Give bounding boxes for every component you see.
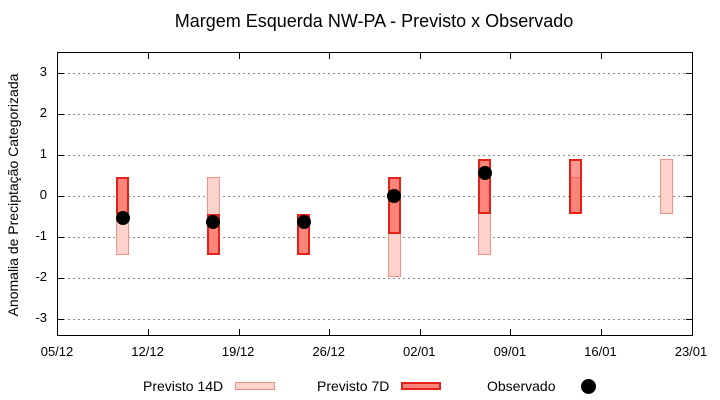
tick-mark-y-right	[686, 72, 692, 74]
tick-mark-x-top	[600, 53, 602, 59]
tick-mark-x-bottom	[600, 329, 602, 335]
legend-item-previsto-7d: Previsto 7D	[317, 376, 442, 396]
tick-mark-y-right	[686, 113, 692, 115]
plot-area	[57, 52, 693, 336]
chart-title: Margem Esquerda NW-PA - Previsto x Obser…	[174, 11, 574, 31]
observado-dot	[296, 215, 311, 230]
legend-label-observado: Observado	[487, 378, 556, 394]
tick-mark-x-top	[238, 53, 240, 59]
legend-swatch-previsto-7d	[401, 382, 442, 390]
tick-mark-y-right	[686, 236, 692, 238]
gridline	[58, 154, 692, 156]
tick-mark-x-bottom	[148, 329, 150, 335]
legend-item-observado: Observado	[487, 376, 597, 396]
x-tick-label: 19/12	[221, 344, 255, 359]
tick-mark-x-bottom	[510, 329, 512, 335]
tick-mark-x-bottom	[419, 329, 421, 335]
tick-mark-y-right	[686, 277, 692, 279]
tick-mark-y-right	[686, 154, 692, 156]
gridline	[58, 277, 692, 279]
x-tick-label: 12/12	[131, 344, 164, 359]
y-tick-label: 2	[39, 104, 47, 120]
observado-dot	[387, 188, 402, 203]
gridline	[58, 72, 692, 74]
legend-dot-observado	[581, 378, 597, 394]
y-tick-label: 1	[39, 145, 47, 161]
y-tick-label: -2	[35, 268, 47, 284]
x-tick-label: 02/01	[403, 344, 436, 359]
gridline	[58, 195, 692, 197]
legend-label-previsto-7d: Previsto 7D	[317, 378, 390, 394]
tick-mark-y-left	[58, 154, 64, 156]
x-tick-label: 16/01	[584, 344, 617, 359]
tick-mark-y-right	[686, 195, 692, 197]
x-tick-label: 05/12	[40, 344, 74, 359]
y-tick-label: 0	[39, 186, 47, 202]
tick-mark-x-top	[329, 53, 331, 59]
tick-mark-x-bottom	[238, 329, 240, 335]
gridline	[58, 113, 692, 115]
tick-mark-y-left	[58, 318, 64, 320]
y-tick-label: -1	[35, 227, 47, 243]
tick-mark-y-left	[58, 195, 64, 197]
bar-previsto-7d	[387, 177, 401, 235]
x-tick-label: 23/01	[674, 344, 708, 359]
observado-dot	[477, 165, 492, 180]
observado-dot	[206, 215, 221, 230]
tick-mark-y-left	[58, 277, 64, 279]
observado-dot	[115, 211, 130, 226]
gridline	[58, 236, 692, 238]
x-tick-label: 09/01	[493, 344, 527, 359]
bar-previsto-7d	[116, 177, 130, 214]
y-tick-label: 3	[39, 63, 47, 79]
legend-label-previsto-14d: Previsto 14D	[143, 378, 224, 394]
bar-previsto-14d	[659, 158, 673, 214]
tick-mark-x-top	[419, 53, 421, 59]
bar-previsto-7d	[569, 158, 583, 214]
tick-mark-y-left	[58, 72, 64, 74]
legend-swatch-previsto-14d	[235, 382, 276, 390]
tick-mark-y-left	[58, 236, 64, 238]
legend-item-previsto-14d: Previsto 14D	[143, 376, 276, 396]
gridline	[58, 318, 692, 320]
tick-mark-x-top	[148, 53, 150, 59]
tick-mark-x-top	[510, 53, 512, 59]
tick-mark-y-right	[686, 318, 692, 320]
y-tick-label: -3	[35, 309, 47, 325]
tick-mark-x-bottom	[329, 329, 331, 335]
tick-mark-y-left	[58, 113, 64, 115]
x-tick-label: 26/12	[312, 344, 345, 359]
